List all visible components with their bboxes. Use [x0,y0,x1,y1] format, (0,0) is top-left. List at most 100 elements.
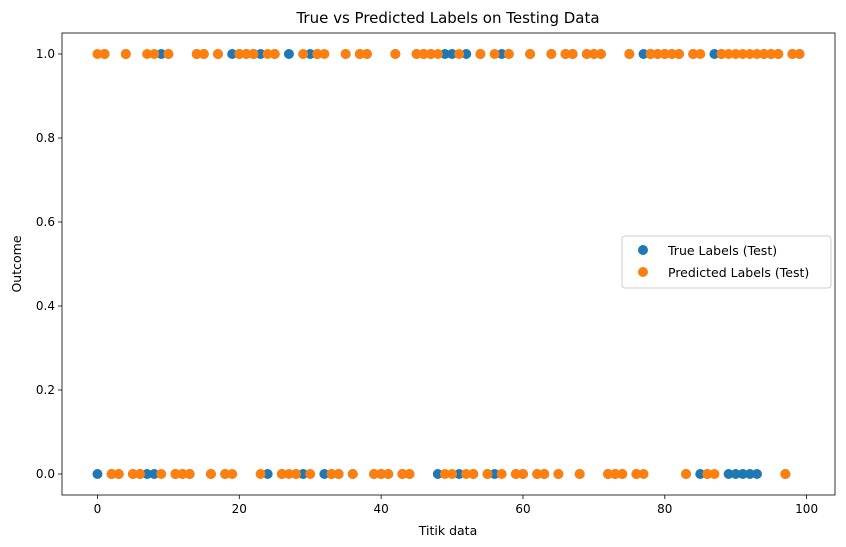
point-predicted-41 [383,469,394,479]
point-predicted-70 [588,49,599,59]
point-predicted-2 [106,469,117,479]
point-true-49 [439,49,450,59]
point-true-52 [461,49,472,59]
point-true-24 [262,469,273,479]
point-predicted-16 [205,469,216,479]
point-predicted-84 [688,49,699,59]
point-predicted-23 [255,469,266,479]
point-predicted-72 [603,469,614,479]
point-predicted-7 [142,49,153,59]
point-predicted-64 [546,49,557,59]
point-predicted-93 [751,49,762,59]
point-predicted-8 [149,49,160,59]
point-predicted-34 [333,469,344,479]
x-tick-label: 40 [373,502,388,516]
point-true-57 [496,49,507,59]
legend-label-true: True Labels (Test) [667,243,777,258]
point-predicted-47 [425,49,436,59]
y-tick-label: 0.2 [36,383,55,397]
point-true-7 [142,469,153,479]
point-predicted-9 [156,469,167,479]
point-predicted-73 [610,469,621,479]
point-true-23 [255,49,266,59]
point-true-0 [92,469,103,479]
y-axis-ticks: 0.0 0.2 0.4 0.6 0.8 1.0 [36,47,62,481]
point-predicted-39 [369,469,380,479]
x-tick-label: 0 [94,502,102,516]
point-predicted-83 [681,469,692,479]
point-predicted-48 [432,49,443,59]
point-predicted-51 [454,49,465,59]
point-predicted-54 [475,49,486,59]
point-predicted-69 [581,49,592,59]
point-predicted-4 [120,49,131,59]
point-predicted-36 [347,469,358,479]
point-true-30 [305,49,316,59]
point-predicted-13 [184,469,195,479]
point-predicted-18 [220,469,231,479]
point-true-87 [709,49,720,59]
point-true-48 [432,469,443,479]
point-predicted-12 [177,469,188,479]
point-predicted-80 [659,49,670,59]
point-true-8 [149,469,160,479]
point-predicted-61 [525,49,536,59]
point-predicted-38 [361,49,372,59]
point-predicted-6 [135,469,146,479]
point-predicted-60 [517,469,528,479]
point-predicted-71 [595,49,606,59]
point-predicted-20 [234,49,245,59]
point-predicted-63 [539,469,550,479]
data-points [92,49,805,479]
legend-box [621,235,832,289]
point-predicted-74 [617,469,628,479]
point-predicted-94 [759,49,770,59]
y-axis-label: Outcome [9,235,24,292]
point-predicted-66 [560,49,571,59]
point-predicted-89 [723,49,734,59]
point-predicted-21 [241,49,252,59]
x-tick-label: 100 [795,502,818,516]
legend-marker-predicted [638,267,648,277]
point-predicted-91 [737,49,748,59]
point-predicted-49 [439,469,450,479]
point-true-91 [737,469,748,479]
point-true-92 [744,469,755,479]
point-predicted-88 [716,49,727,59]
point-true-51 [454,469,465,479]
point-predicted-62 [532,469,543,479]
point-true-19 [227,49,238,59]
point-predicted-40 [376,469,387,479]
x-axis-ticks: 0 20 40 60 80 100 [94,495,818,516]
point-true-27 [283,49,294,59]
point-predicted-56 [489,49,500,59]
point-predicted-99 [794,49,805,59]
point-predicted-76 [631,469,642,479]
point-predicted-11 [170,469,181,479]
point-predicted-25 [269,49,280,59]
point-predicted-98 [787,49,798,59]
legend: True Labels (Test) Predicted Labels (Tes… [621,235,832,289]
legend-label-predicted: Predicted Labels (Test) [668,265,809,280]
point-true-89 [723,469,734,479]
point-true-90 [730,469,741,479]
point-predicted-22 [248,49,259,59]
point-predicted-5 [127,469,138,479]
point-predicted-57 [496,469,507,479]
point-predicted-0 [92,49,103,59]
chart-title: True vs Predicted Labels on Testing Data [295,9,599,27]
point-predicted-45 [411,49,422,59]
point-predicted-78 [645,49,656,59]
point-predicted-58 [503,49,514,59]
point-predicted-96 [773,49,784,59]
point-true-56 [489,469,500,479]
x-tick-label: 80 [657,502,672,516]
point-predicted-68 [574,469,585,479]
y-tick-label: 0.4 [36,299,55,313]
point-predicted-50 [447,469,458,479]
point-predicted-24 [262,49,273,59]
point-predicted-59 [510,469,521,479]
point-predicted-32 [319,49,330,59]
point-predicted-17 [213,49,224,59]
